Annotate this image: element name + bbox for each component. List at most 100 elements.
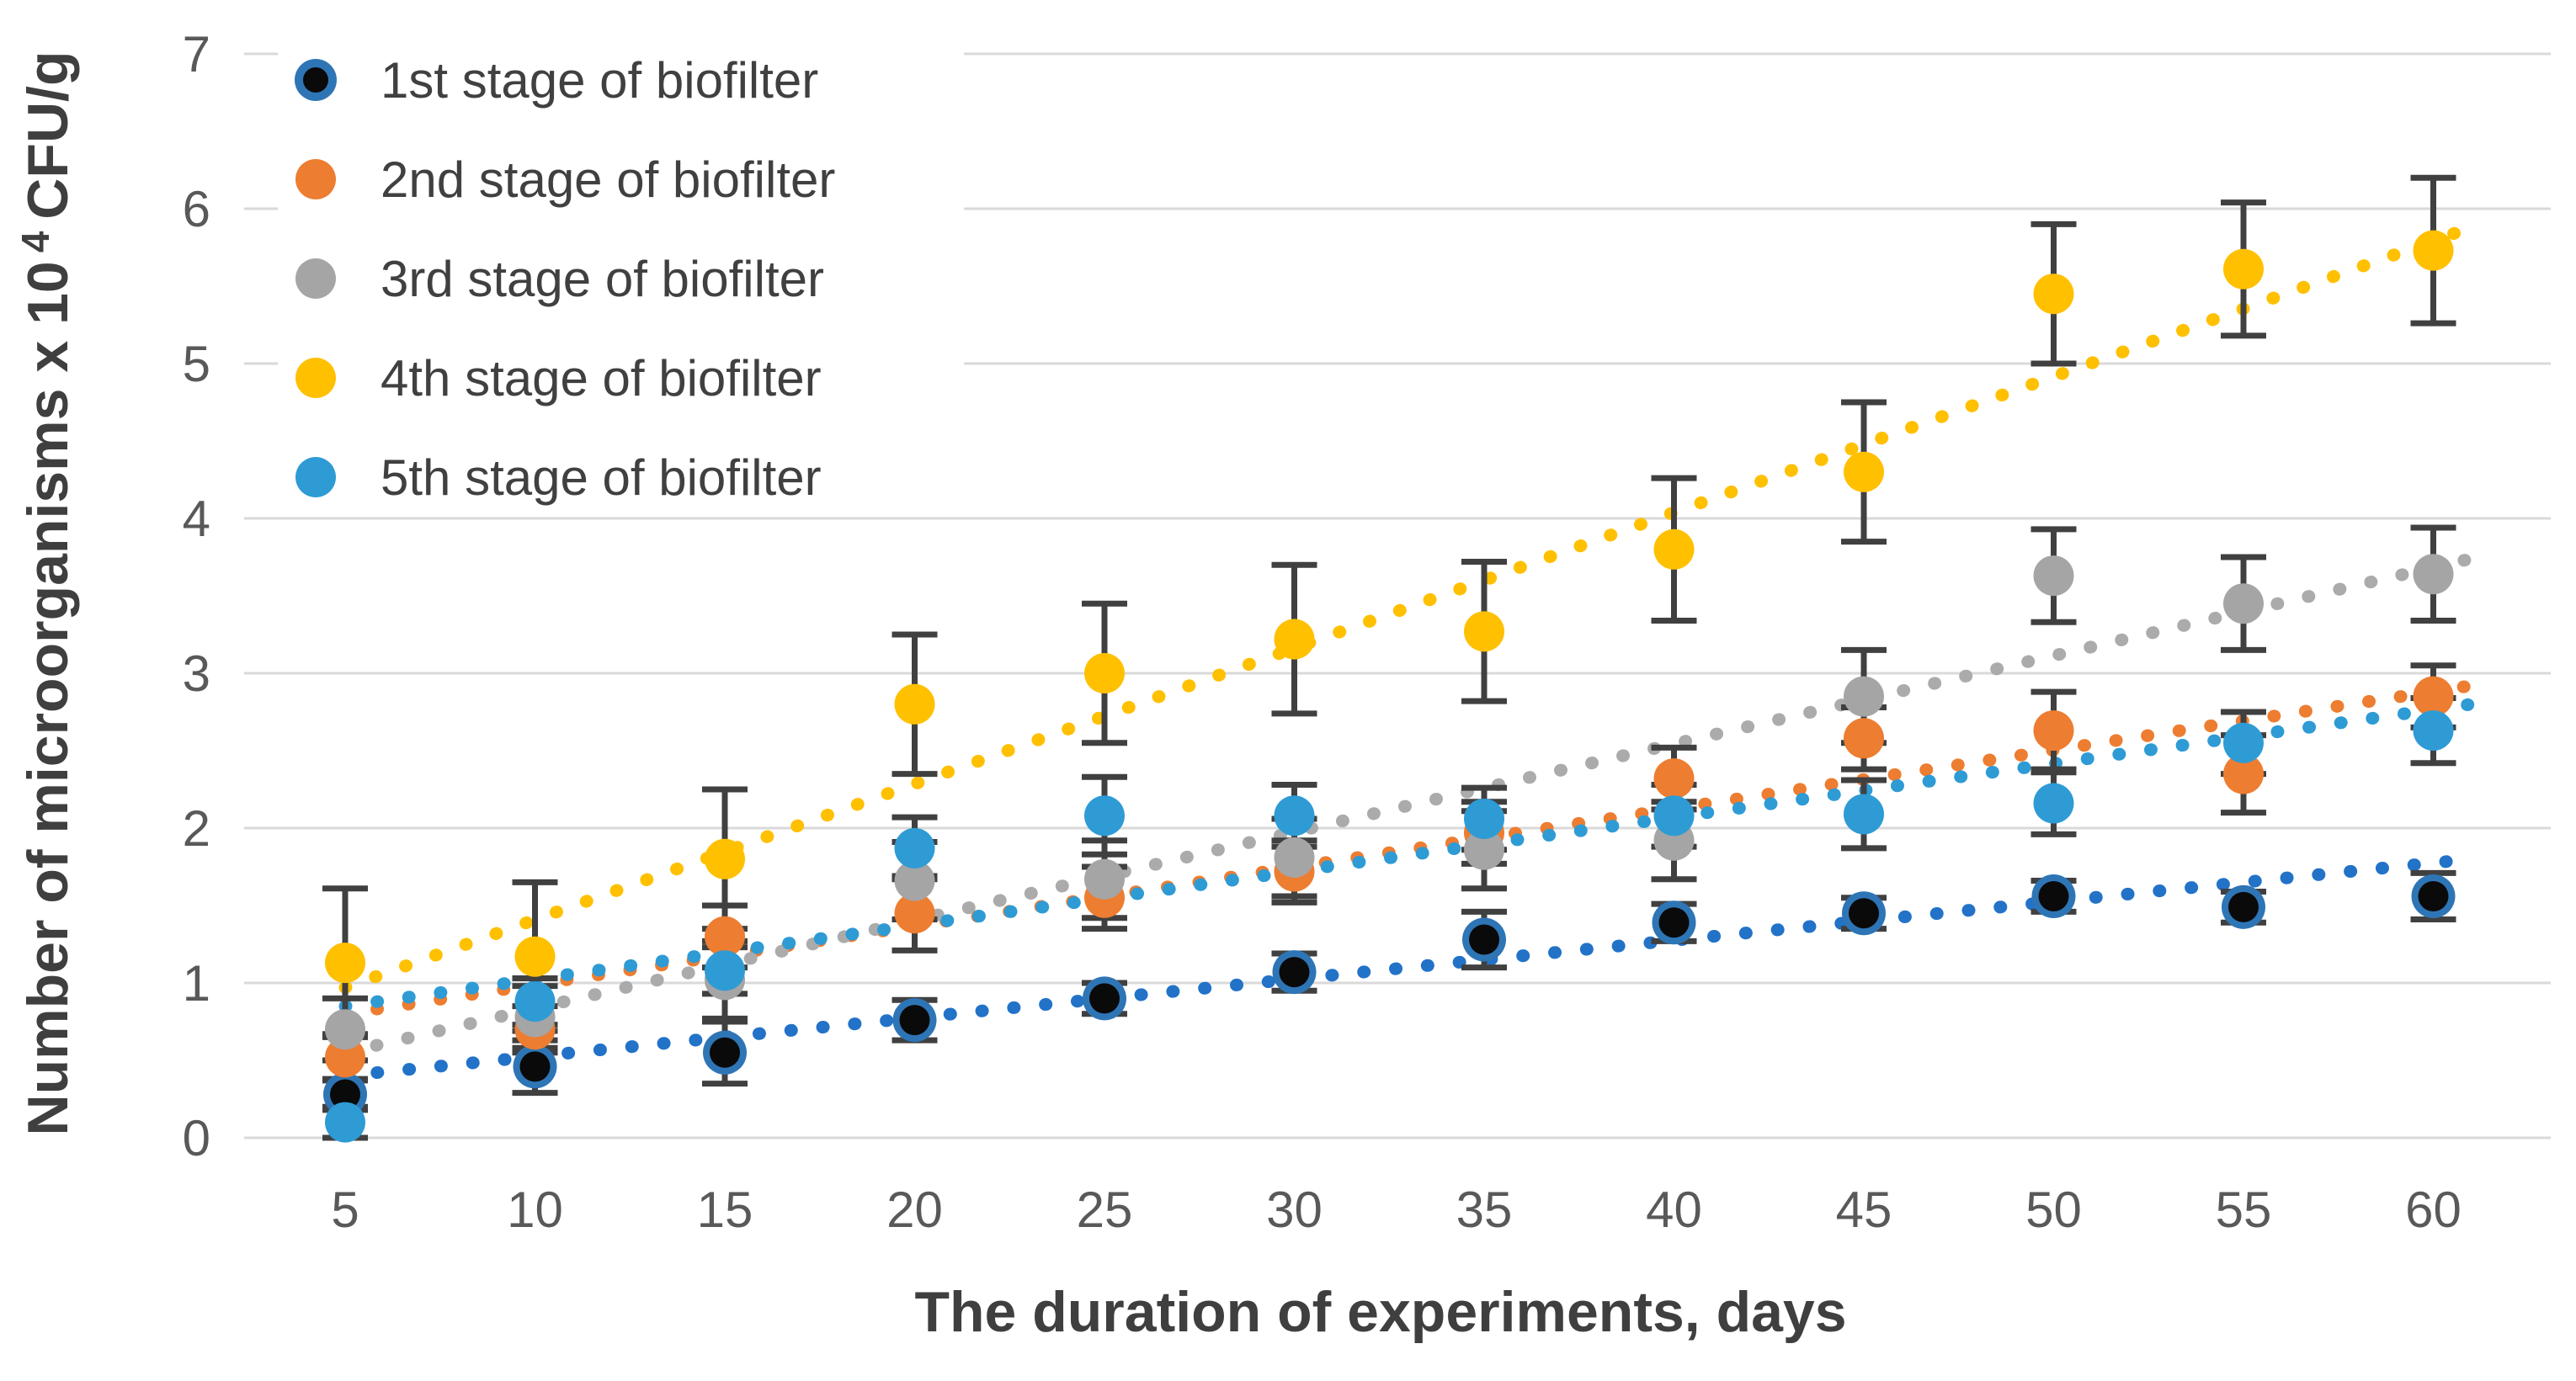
data-point-core [519, 1051, 551, 1082]
data-point-core [1089, 983, 1120, 1014]
x-tick-label: 35 [1456, 1182, 1513, 1238]
y-axis-title-prefix: Number of microorganisms x 10 [16, 261, 80, 1135]
data-point-s1-d35 [1462, 917, 1506, 962]
data-point-s3-d5 [325, 1009, 365, 1050]
legend-label: 3rd stage of biofilter [381, 251, 824, 307]
data-point-core [1849, 898, 1879, 929]
legend-item-3: 3rd stage of biofilter [295, 251, 824, 307]
x-tick-label: 55 [2216, 1182, 2272, 1238]
x-tick-label: 15 [697, 1182, 753, 1238]
data-point-s5-d55 [2223, 722, 2264, 763]
data-point-s5-d5 [325, 1102, 365, 1143]
data-point-s2-d5 [325, 1037, 365, 1078]
legend-label: 2nd stage of biofilter [381, 151, 835, 208]
x-tick-label: 40 [1646, 1182, 1702, 1238]
y-tick-label: 4 [183, 491, 210, 547]
data-point-s5-d60 [2413, 710, 2454, 752]
data-point-s3-d55 [2223, 583, 2264, 624]
data-point-s1-d25 [1083, 976, 1126, 1021]
data-point-s5-d30 [1274, 795, 1315, 837]
data-point-s2-d20 [894, 893, 935, 934]
data-point-s3-d20 [894, 860, 935, 901]
legend-background [278, 34, 964, 505]
x-tick-label: 60 [2405, 1182, 2462, 1238]
data-point-s2-d60 [2413, 676, 2454, 717]
data-point-s5-d20 [894, 827, 935, 868]
y-tick-label: 7 [183, 26, 210, 82]
y-tick-label: 0 [183, 1110, 210, 1166]
data-point-s1-d45 [1842, 891, 1886, 936]
y-axis-title: Number of microorganisms x 10 4 CFU/g [13, 51, 80, 1136]
data-point-s2-d50 [2033, 710, 2074, 752]
data-point-s1-d20 [892, 998, 937, 1043]
data-point-core [1469, 924, 1499, 955]
y-tick-label: 6 [183, 181, 210, 237]
data-point-core [1279, 957, 1310, 988]
data-point-s4-d45 [1844, 451, 1884, 492]
data-point-s3-d45 [1844, 676, 1884, 717]
legend-item-2: 2nd stage of biofilter [295, 151, 835, 208]
data-point-s1-d60 [2411, 874, 2456, 918]
data-point-s3-d30 [1274, 837, 1315, 878]
y-tick-label: 5 [183, 336, 210, 392]
data-point-s1-d30 [1272, 950, 1317, 995]
trendline-series-5 [338, 698, 2478, 1013]
data-point-s4-d50 [2033, 274, 2074, 315]
legend-item-1: 1st stage of biofilter [295, 52, 818, 109]
data-point-core [1658, 907, 1690, 938]
data-point-core [2038, 880, 2069, 911]
y-axis-title-superscript: 4 [13, 231, 57, 252]
legend-marker-icon [295, 358, 336, 398]
data-point-s4-d60 [2413, 230, 2454, 271]
x-tick-label: 50 [2025, 1182, 2082, 1238]
y-axis-title-suffix: CFU/g [16, 51, 80, 220]
data-point-s3-d50 [2033, 555, 2074, 597]
x-tick-label: 30 [1266, 1182, 1323, 1238]
x-axis-title: The duration of experiments, days [914, 1280, 1846, 1344]
data-point-s4-d30 [1274, 619, 1315, 660]
legend-item-4: 4th stage of biofilter [295, 350, 822, 406]
data-point-core [2418, 880, 2449, 911]
data-point-s1-d15 [703, 1030, 747, 1075]
legend-label: 1st stage of biofilter [381, 52, 818, 109]
data-point-s5-d10 [514, 981, 556, 1022]
legend-item-5: 5th stage of biofilter [295, 449, 822, 506]
data-point-s3-d25 [1084, 858, 1125, 900]
y-tick-label: 2 [183, 800, 210, 857]
legend-label: 4th stage of biofilter [381, 350, 822, 406]
data-point-s5-d45 [1844, 794, 1884, 835]
data-point-s5-d15 [705, 950, 745, 991]
data-point-s2-d55 [2223, 753, 2264, 794]
data-point-s3-d35 [1464, 829, 1504, 870]
trendline-series-1 [338, 853, 2478, 1082]
y-tick-label: 1 [183, 955, 210, 1012]
data-point-s2-d40 [1653, 758, 1695, 799]
data-point-s4-d25 [1084, 653, 1125, 693]
legend-marker-icon [303, 67, 328, 93]
data-point-s5-d25 [1084, 795, 1125, 837]
data-point-core [899, 1005, 930, 1036]
data-point-s2-d15 [705, 916, 745, 957]
legend-marker-icon [295, 457, 336, 497]
data-point-s4-d5 [325, 943, 365, 984]
y-tick-label: 3 [183, 645, 210, 702]
data-point-s1-d10 [513, 1044, 557, 1089]
legend-marker-icon [295, 159, 336, 199]
data-point-core [710, 1037, 740, 1068]
data-point-s1-d40 [1652, 900, 1696, 945]
trendline-series-4 [338, 220, 2478, 995]
data-point-s1-d50 [2031, 874, 2076, 918]
data-point-core [330, 1079, 360, 1110]
data-point-s4-d10 [514, 936, 556, 977]
data-point-s4-d15 [705, 838, 745, 879]
data-point-s4-d35 [1464, 611, 1504, 652]
data-point-s4-d55 [2223, 248, 2264, 289]
data-point-s2-d45 [1844, 718, 1884, 759]
legend-label: 5th stage of biofilter [381, 449, 822, 506]
data-point-core [2228, 891, 2259, 922]
data-point-s3-d60 [2413, 554, 2454, 595]
x-tick-label: 25 [1077, 1182, 1133, 1238]
x-tick-label: 10 [507, 1182, 563, 1238]
